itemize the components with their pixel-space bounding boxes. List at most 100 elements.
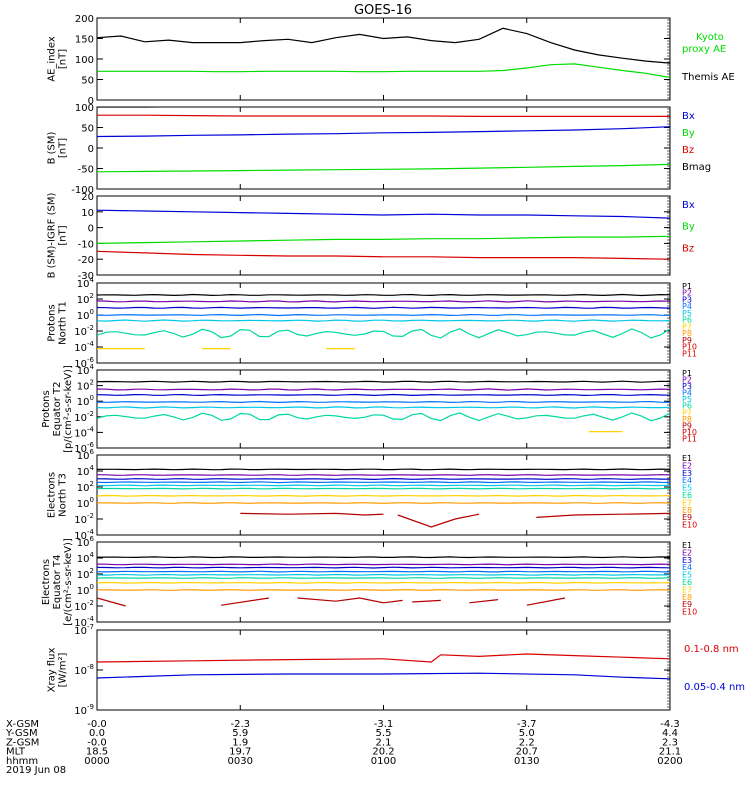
y-tick-label: 10-2 [74,324,94,338]
series-line-p5 [97,319,670,322]
panel-xray: 10-9 10-8 10-7 Xray flux[W/m²] 0.1-0.8 nm 0.0… [47,623,746,717]
legend-p5: P5 [682,309,692,318]
series-line-bz [97,250,670,260]
y-axis-title: ElectronsNorth T3 [47,472,69,518]
y-tick-label: 10-4 [74,425,94,439]
y-tick-label: -10 [78,239,94,250]
series-line-e4 [97,570,670,573]
legend-e3: E3 [682,556,692,565]
y-tick-label: 10-9 [74,703,94,717]
y-axis-title: ElectronsEquator T4[e/(cm²-s-sr-keV)] [41,538,74,626]
series-line-e4 [97,481,670,484]
series-line-p3 [97,393,670,397]
y-tick-label: 0 [88,224,94,235]
legend-p7: P7 [682,322,692,331]
plot-title: GOES-16 [354,3,412,18]
y-tick-label: 100 [77,394,94,408]
x-row-value: -4.3 [660,719,680,730]
legend-p3: P3 [682,295,692,304]
legend-p6: P6 [682,316,692,325]
y-tick-label: 100 [77,308,94,322]
legend-e4: E4 [682,563,692,572]
legend-e10: E10 [682,521,697,530]
legend-p2: P2 [682,376,692,385]
series-line-p6 [97,328,670,339]
y-tick-label: 10-2 [74,512,94,526]
legend-0-05-0-4-nm: 0.05-0.4 nm [684,682,745,693]
series-line-p1 [97,380,670,383]
series-line-kyoto-proxy-ae [97,63,670,79]
legend-p1: P1 [682,369,692,378]
panel-frame [96,629,671,711]
legend-kyoto-proxy-ae: Kyoto proxy AE [682,32,726,55]
y-axis-title: B (SM)-IGRF (SM)[nT] [47,193,69,279]
y-axis-title: B (SM)[nT] [47,131,69,164]
legend-bmag: Bmag [682,162,711,173]
series-line-bx [97,209,670,219]
x-row-value: 0000 [84,756,109,767]
y-tick-label: 104 [77,276,95,290]
y-tick-label: -100 [71,185,94,196]
legend-bz: Bz [682,243,694,254]
x-row-value: -2.3 [230,719,250,730]
legend-e8: E8 [682,593,692,602]
y-tick-label: 10-7 [74,623,94,637]
x-row-value: 0.0 [89,728,105,739]
legend-p8: P8 [682,415,692,424]
x-row-label: hhmm [6,756,38,767]
x-row-label: X-GSM [6,719,39,730]
panel-frame [96,195,671,276]
series-line-e9 [97,597,126,607]
legend-e7: E7 [682,585,692,594]
x-row-value: 0130 [514,756,539,767]
x-row-label: Y-GSM [5,728,38,739]
panel-frame [96,541,671,623]
panel-ae: 0 50 100 150 200 AE_index[nT] Kyoto proxy AE The… [47,14,735,107]
legend-p4: P4 [682,302,692,311]
y-tick-label: -30 [78,271,94,282]
series-line-0-05-0-4-nm [97,672,670,680]
series-line-p4 [97,400,670,404]
y-tick-label: 200 [75,14,94,25]
y-axis-title: Xray flux[W/m²] [47,648,69,693]
legend-e9: E9 [682,513,692,522]
series-line-e9 [240,512,384,516]
series-line-by [97,163,670,173]
legend-p9: P9 [682,336,692,345]
legend-e4: E4 [682,476,692,485]
series-line-bx [97,126,670,138]
y-tick-label: 10 [81,208,94,219]
legend-e1: E1 [682,541,692,550]
legend-bx: Bx [682,200,695,211]
x-row-value: 2.3 [662,737,678,748]
legend-themis-ae: Themis AE [681,72,735,83]
x-row-value: -3.1 [374,719,394,730]
y-tick-label: 100 [77,583,94,597]
series-line-e9 [221,597,269,606]
legend-p5: P5 [682,395,692,404]
series-line-e8 [97,589,670,591]
y-tick-label: 104 [77,464,95,478]
legend-e3: E3 [682,469,692,478]
series-line-e9 [526,597,566,606]
date-label: 2019 Jun 08 [6,765,66,776]
series-line-bz [97,114,670,117]
legend-e10: E10 [682,608,697,617]
x-row-value: 18.5 [86,747,108,758]
series-line-by [97,235,670,244]
series-line-e9 [412,599,441,603]
legend-p10: P10 [682,343,697,352]
legend-p11: P11 [682,434,697,443]
series-line-p6 [97,412,670,422]
series-line-e5 [97,484,670,487]
y-tick-label: 10-2 [74,599,94,613]
panel-frame [96,454,671,536]
series-line-themis-ae [97,27,670,64]
x-row-value: -0.0 [87,719,107,730]
x-row-value: 4.4 [662,728,678,739]
legend-p10: P10 [682,428,697,437]
series-line-e1 [97,556,670,559]
legend-p3: P3 [682,382,692,391]
